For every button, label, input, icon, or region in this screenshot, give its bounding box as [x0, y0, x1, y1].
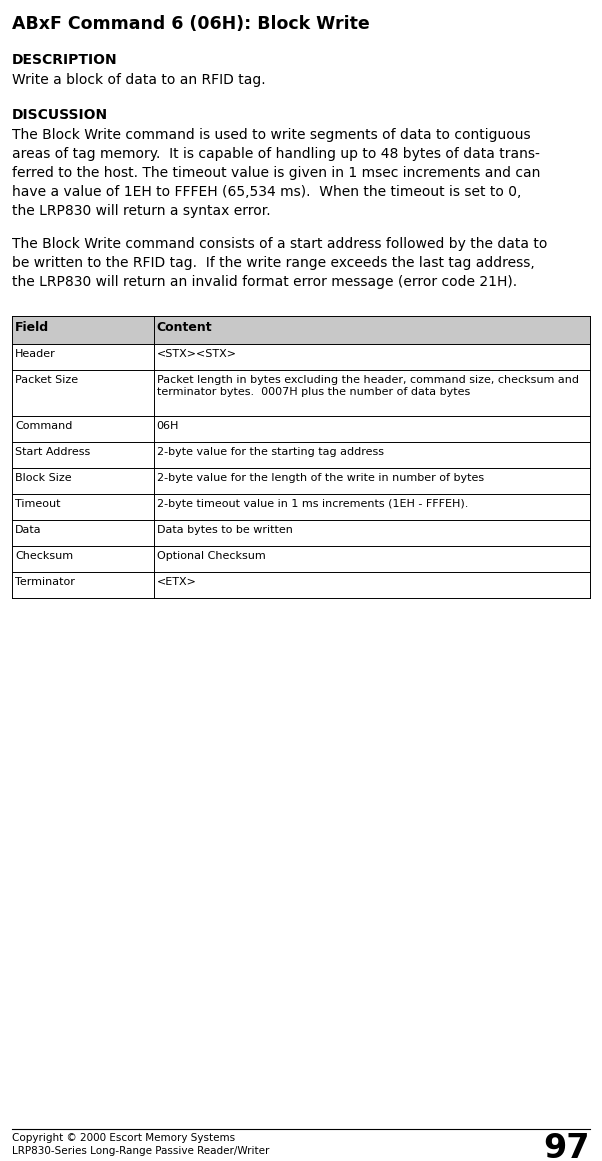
Text: have a value of 1EH to FFFEH (65,534 ms).  When the timeout is set to 0,: have a value of 1EH to FFFEH (65,534 ms)… — [12, 185, 521, 199]
Text: <STX><STX>: <STX><STX> — [157, 349, 237, 359]
Text: areas of tag memory.  It is capable of handling up to 48 bytes of data trans-: areas of tag memory. It is capable of ha… — [12, 147, 540, 161]
Text: Field: Field — [15, 320, 49, 334]
Text: Data: Data — [15, 525, 42, 535]
Text: Content: Content — [157, 320, 213, 334]
Text: 2-byte value for the length of the write in number of bytes: 2-byte value for the length of the write… — [157, 473, 484, 483]
Text: Start Address: Start Address — [15, 447, 90, 457]
Text: 2-byte value for the starting tag address: 2-byte value for the starting tag addres… — [157, 447, 383, 457]
Text: <ETX>: <ETX> — [157, 577, 197, 587]
Text: 97: 97 — [544, 1132, 590, 1161]
Text: The Block Write command consists of a start address followed by the data to: The Block Write command consists of a st… — [12, 237, 547, 251]
Text: Block Size: Block Size — [15, 473, 72, 483]
Text: Optional Checksum: Optional Checksum — [157, 551, 265, 561]
Text: the LRP830 will return a syntax error.: the LRP830 will return a syntax error. — [12, 204, 271, 218]
Text: be written to the RFID tag.  If the write range exceeds the last tag address,: be written to the RFID tag. If the write… — [12, 255, 535, 271]
Text: Command: Command — [15, 421, 72, 431]
Text: 2-byte timeout value in 1 ms increments (1EH - FFFEH).: 2-byte timeout value in 1 ms increments … — [157, 499, 468, 509]
Text: Copyright © 2000 Escort Memory Systems: Copyright © 2000 Escort Memory Systems — [12, 1133, 235, 1142]
Text: Packet length in bytes excluding the header, command size, checksum and
terminat: Packet length in bytes excluding the hea… — [157, 375, 579, 397]
Text: the LRP830 will return an invalid format error message (error code 21H).: the LRP830 will return an invalid format… — [12, 275, 517, 289]
Text: DESCRIPTION: DESCRIPTION — [12, 53, 117, 67]
Bar — [12, 316, 590, 344]
Text: 06H: 06H — [157, 421, 179, 431]
Text: Packet Size: Packet Size — [15, 375, 78, 385]
Text: Write a block of data to an RFID tag.: Write a block of data to an RFID tag. — [12, 73, 265, 87]
Bar — [12, 316, 590, 598]
Text: ferred to the host. The timeout value is given in 1 msec increments and can: ferred to the host. The timeout value is… — [12, 166, 541, 180]
Text: ABxF Command 6 (06H): Block Write: ABxF Command 6 (06H): Block Write — [12, 15, 370, 33]
Text: Timeout: Timeout — [15, 499, 61, 509]
Text: LRP830-Series Long-Range Passive Reader/Writer: LRP830-Series Long-Range Passive Reader/… — [12, 1146, 270, 1156]
Text: The Block Write command is used to write segments of data to contiguous: The Block Write command is used to write… — [12, 128, 531, 142]
Text: Header: Header — [15, 349, 56, 359]
Text: Checksum: Checksum — [15, 551, 73, 561]
Text: DISCUSSION: DISCUSSION — [12, 108, 108, 122]
Text: Terminator: Terminator — [15, 577, 75, 587]
Text: Data bytes to be written: Data bytes to be written — [157, 525, 293, 535]
